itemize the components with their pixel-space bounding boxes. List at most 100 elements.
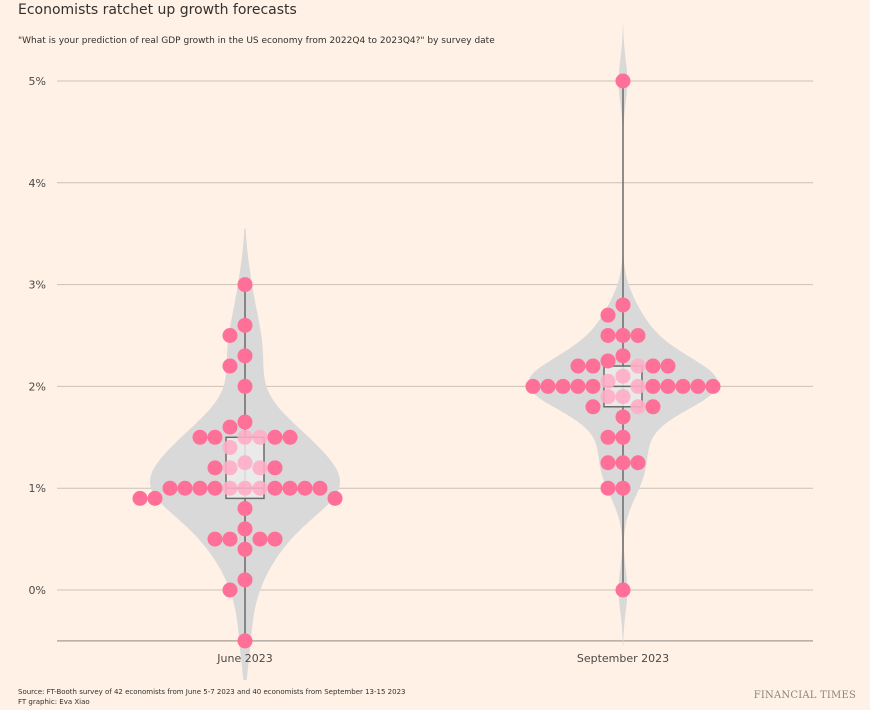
- y-tick-label: 2%: [29, 380, 46, 393]
- dot-june: [222, 358, 238, 374]
- dot-june: [267, 480, 283, 496]
- gridlines: [57, 80, 813, 642]
- ft-logo: FINANCIAL TIMES: [753, 690, 856, 701]
- dot-september: [585, 378, 601, 394]
- dot-june: [207, 480, 223, 496]
- dot-june: [267, 429, 283, 445]
- dot-june: [222, 328, 238, 343]
- dot-june: [267, 531, 283, 547]
- dot-june: [207, 429, 223, 445]
- dot-june: [222, 460, 238, 476]
- graphic-credit: FT graphic: Eva Xiao: [18, 698, 90, 706]
- dot-september: [600, 373, 616, 389]
- source-note: Source: FT-Booth survey of 42 economists…: [18, 687, 406, 707]
- dot-september: [570, 358, 586, 374]
- dot-june: [147, 490, 163, 506]
- dot-september: [600, 389, 616, 405]
- y-tick-label: 1%: [29, 482, 46, 495]
- dot-september: [675, 378, 691, 394]
- dot-september: [615, 389, 631, 405]
- dots: [132, 73, 721, 649]
- y-tick-label: 5%: [29, 75, 46, 88]
- dot-september: [615, 429, 631, 445]
- dot-june: [177, 480, 193, 496]
- dot-june: [327, 490, 343, 506]
- source-line: Source: FT-Booth survey of 42 economists…: [18, 688, 406, 696]
- dot-june: [237, 348, 253, 364]
- dot-september: [540, 378, 556, 394]
- chart-subtitle: "What is your prediction of real GDP gro…: [18, 36, 495, 46]
- dot-september: [600, 328, 616, 343]
- dot-september: [600, 455, 616, 471]
- y-tick-label: 4%: [29, 177, 46, 190]
- dot-june: [222, 439, 238, 455]
- dot-june: [192, 480, 208, 496]
- x-tick-label: September 2023: [577, 652, 669, 665]
- dot-june: [237, 455, 253, 471]
- dot-june: [237, 378, 253, 394]
- dot-june: [237, 572, 253, 588]
- dot-june: [207, 531, 223, 547]
- dot-september: [525, 378, 541, 394]
- dot-june: [237, 277, 253, 293]
- dot-june: [237, 501, 253, 517]
- dot-june: [237, 541, 253, 557]
- dot-september: [645, 399, 661, 415]
- dot-september: [615, 480, 631, 496]
- dot-june: [252, 460, 268, 476]
- dot-september: [660, 358, 676, 374]
- dot-june: [267, 460, 283, 476]
- chart-area: 0% 1% 2% 3% 4% 5% June 2023 September 2023: [29, 25, 813, 680]
- dot-june: [237, 521, 253, 537]
- dot-june: [162, 480, 178, 496]
- dot-june: [132, 490, 148, 506]
- dot-june: [192, 429, 208, 445]
- dot-june: [237, 633, 253, 649]
- dot-september: [630, 378, 646, 394]
- y-axis: 0% 1% 2% 3% 4% 5%: [29, 75, 46, 597]
- y-tick-label: 0%: [29, 584, 46, 597]
- dot-september: [600, 353, 616, 369]
- dot-september: [615, 455, 631, 471]
- violins: [150, 25, 718, 680]
- dot-june: [282, 480, 298, 496]
- dot-september: [630, 455, 646, 471]
- dot-september: [630, 328, 646, 343]
- dot-june: [237, 414, 253, 430]
- dot-june: [237, 317, 253, 333]
- dot-september: [705, 378, 721, 394]
- dot-september: [630, 399, 646, 415]
- dot-june: [207, 460, 223, 476]
- dot-june: [252, 429, 268, 445]
- dot-september: [570, 378, 586, 394]
- dot-june: [297, 480, 313, 496]
- dot-september: [690, 378, 706, 394]
- dot-september: [660, 378, 676, 394]
- dot-september: [585, 358, 601, 374]
- dot-september: [615, 368, 631, 384]
- dot-september: [585, 399, 601, 415]
- dot-june: [237, 480, 253, 496]
- dot-june: [237, 429, 253, 445]
- dot-september: [555, 378, 571, 394]
- dot-september: [615, 73, 631, 89]
- x-axis: June 2023 September 2023: [216, 652, 669, 665]
- dot-september: [615, 348, 631, 364]
- dot-september: [600, 480, 616, 496]
- dot-june: [282, 429, 298, 445]
- dot-september: [615, 297, 631, 313]
- dot-june: [222, 419, 238, 435]
- dot-september: [615, 409, 631, 425]
- dot-june: [222, 531, 238, 547]
- dot-september: [600, 429, 616, 445]
- dot-september: [615, 582, 631, 598]
- dot-june: [252, 531, 268, 547]
- dot-september: [645, 358, 661, 374]
- x-tick-label: June 2023: [216, 652, 272, 665]
- dot-september: [615, 328, 631, 343]
- dot-june: [252, 480, 268, 496]
- dot-september: [630, 358, 646, 374]
- dot-june: [222, 480, 238, 496]
- y-tick-label: 3%: [29, 279, 46, 292]
- dot-september: [645, 378, 661, 394]
